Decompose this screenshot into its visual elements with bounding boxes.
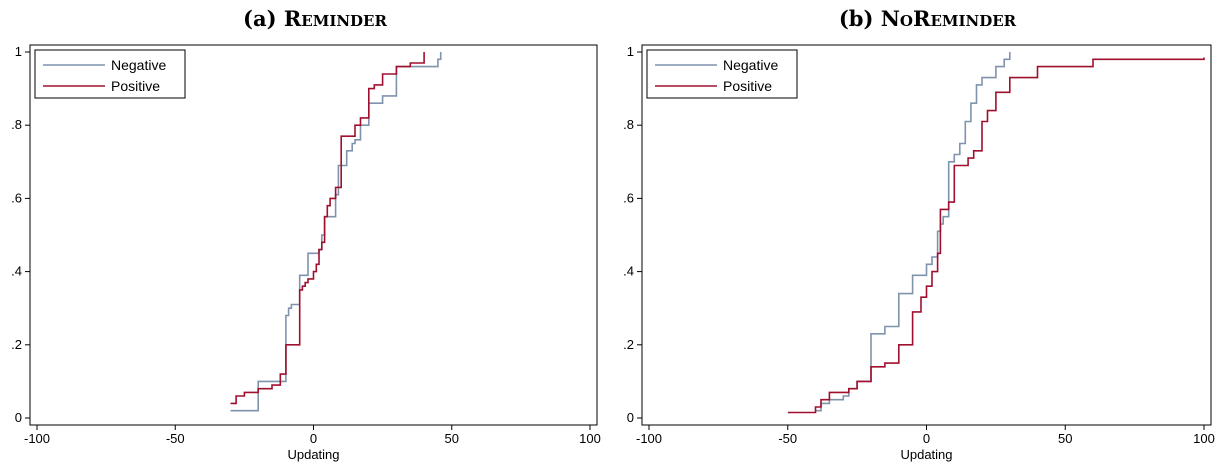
chart-panel-reminder: 0 .2 .4 .6 .8 1 -100 -50 0 50 100 Updating Negative P… bbox=[11, 44, 601, 462]
x-tick-label: 100 bbox=[1193, 431, 1215, 446]
x-axis-label: Updating bbox=[900, 447, 952, 462]
x-tick-label: -100 bbox=[24, 431, 50, 446]
y-tick-label: .8 bbox=[623, 117, 634, 132]
legend-label-negative: Negative bbox=[111, 57, 166, 73]
panel-label-a: (a) bbox=[243, 6, 277, 31]
legend-label-positive: Positive bbox=[111, 78, 160, 94]
x-tick-label: -50 bbox=[166, 431, 185, 446]
y-tick-label: 0 bbox=[627, 410, 634, 425]
y-tick-label: .2 bbox=[11, 337, 22, 352]
y-tick-label: .8 bbox=[11, 117, 22, 132]
y-tick-label: 1 bbox=[627, 44, 634, 59]
y-tick-label: .4 bbox=[11, 264, 22, 279]
x-tick-label: -100 bbox=[636, 431, 662, 446]
y-tick-label: .2 bbox=[623, 337, 634, 352]
y-tick-label: .6 bbox=[11, 190, 22, 205]
panel-title-reminder: (a) Reminder bbox=[30, 4, 600, 34]
panel-label-b: (b) bbox=[838, 6, 874, 31]
legend-box bbox=[646, 49, 798, 99]
chart-panel-noreminder: 0 .2 .4 .6 .8 1 -100 -50 0 50 100 Updating Negative P… bbox=[623, 44, 1215, 462]
x-tick-label: 50 bbox=[1058, 431, 1072, 446]
legend-label-positive: Positive bbox=[723, 78, 772, 94]
x-tick-label: 50 bbox=[445, 431, 459, 446]
legend-label-negative: Negative bbox=[723, 57, 778, 73]
x-axis-label: Updating bbox=[287, 447, 339, 462]
x-tick-label: 100 bbox=[579, 431, 601, 446]
legend: Negative Positive bbox=[34, 49, 186, 99]
legend: Negative Positive bbox=[646, 49, 798, 99]
x-tick-label: -50 bbox=[778, 431, 797, 446]
y-tick-label: 1 bbox=[15, 44, 22, 59]
series-line-negative bbox=[230, 52, 442, 412]
y-tick-label: .6 bbox=[623, 190, 634, 205]
panel-title-text-a: Reminder bbox=[283, 6, 387, 31]
y-tick-label: 0 bbox=[15, 410, 22, 425]
y-tick-label: .4 bbox=[623, 264, 634, 279]
series-line-negative bbox=[815, 52, 1011, 412]
x-tick-label: 0 bbox=[310, 431, 317, 446]
series-line-positive bbox=[230, 52, 425, 405]
legend-box bbox=[34, 49, 186, 99]
series-line-positive bbox=[787, 57, 1205, 414]
plot-frame bbox=[641, 44, 1212, 426]
x-tick-label: 0 bbox=[923, 431, 930, 446]
plot-frame bbox=[29, 44, 598, 426]
panel-title-noreminder: (b) NoReminder bbox=[640, 4, 1215, 34]
panel-title-text-b: NoReminder bbox=[880, 6, 1017, 31]
